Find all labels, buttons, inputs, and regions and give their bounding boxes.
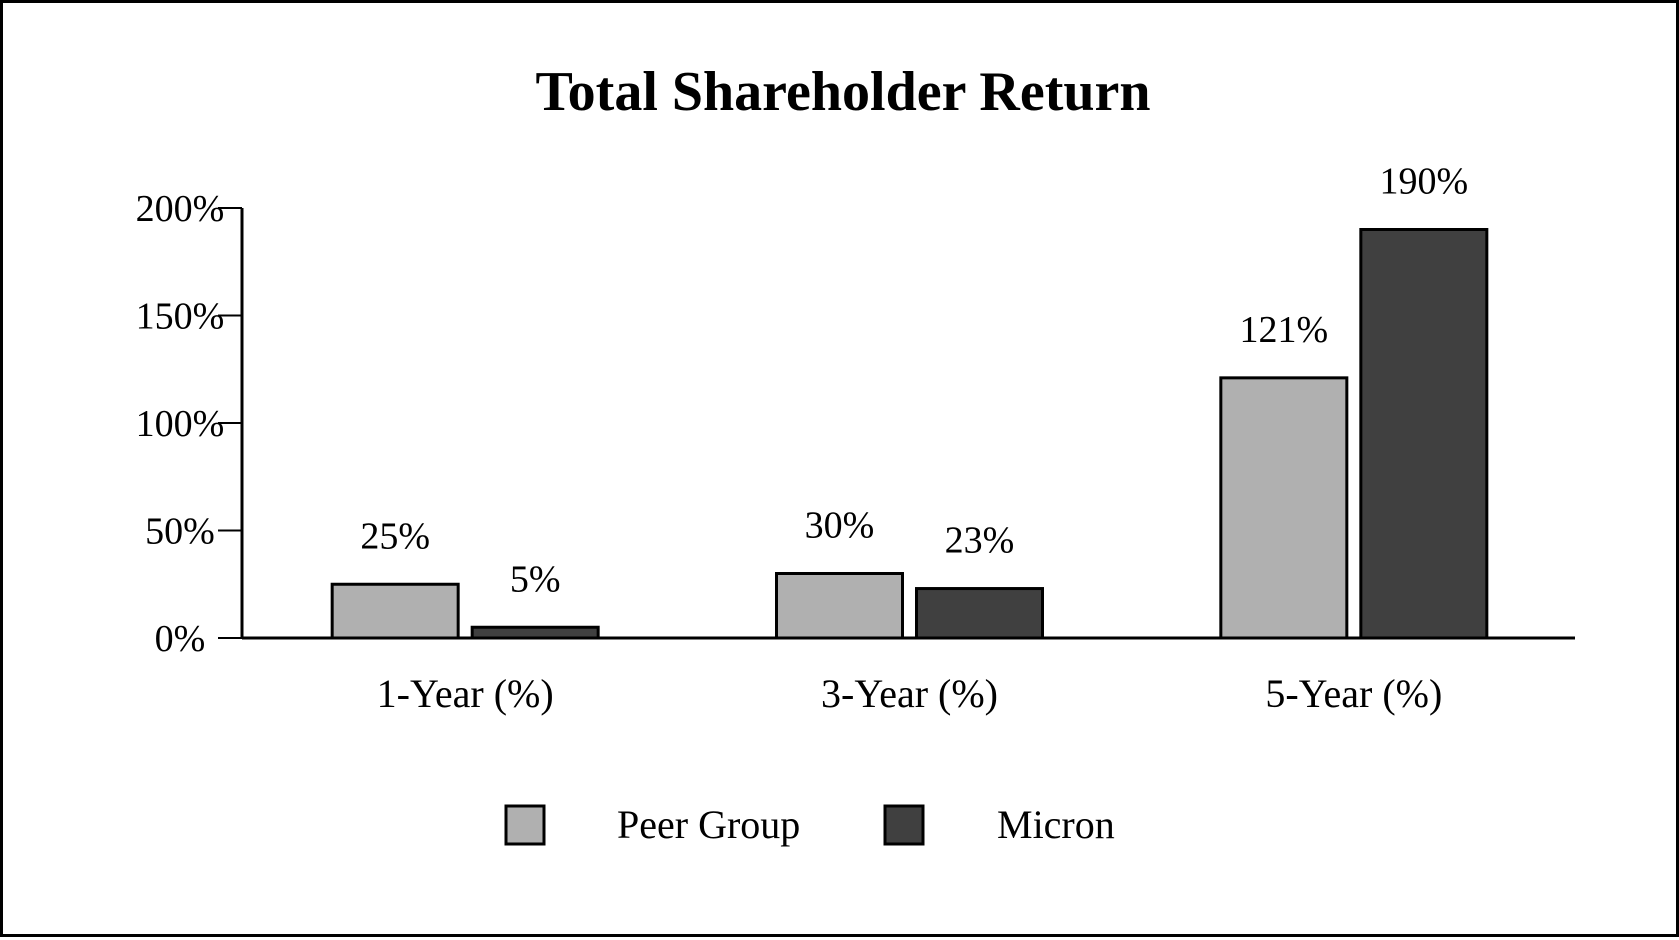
y-tick-label: 150% <box>136 296 225 338</box>
legend-swatch-micron <box>883 804 925 846</box>
y-axis: 0% 50% 100% 150% 200% <box>136 188 244 660</box>
y-tick-label: 50% <box>145 511 215 553</box>
bars <box>330 228 1489 640</box>
data-label: 23% <box>945 520 1015 562</box>
x-category-label: 3-Year (%) <box>821 671 998 716</box>
data-label: 25% <box>360 515 430 557</box>
data-label: 121% <box>1240 309 1329 351</box>
bar-micron-2 <box>915 587 1044 640</box>
data-label: 30% <box>805 505 875 547</box>
bar-peer-group-1 <box>330 582 460 640</box>
x-category-label: 1-Year (%) <box>377 671 554 716</box>
data-label: 5% <box>510 558 561 600</box>
legend-swatch-peer-group <box>504 804 546 846</box>
bar-peer-group-3 <box>1219 376 1349 640</box>
y-tick-label: 100% <box>136 403 225 445</box>
x-axis: 1-Year (%) 3-Year (%) 5-Year (%) <box>242 636 1575 716</box>
legend-label: Micron <box>997 802 1115 847</box>
chart-svg: Total Shareholder Return 0% 50% 100% 150% 20… <box>136 61 1575 847</box>
bar-micron-1 <box>470 625 600 640</box>
x-category-label: 5-Year (%) <box>1265 671 1442 716</box>
y-tick-label: 200% <box>136 188 225 230</box>
legend: Peer Group Micron <box>504 802 1115 847</box>
y-tick-label: 0% <box>155 618 206 660</box>
bar-peer-group-2 <box>775 572 904 640</box>
bar-micron-3 <box>1359 228 1489 640</box>
legend-label: Peer Group <box>617 802 800 847</box>
data-labels: 25% 5% 30% 23% 121% 190% <box>360 161 1468 601</box>
chart-title: Total Shareholder Return <box>535 61 1150 123</box>
data-label: 190% <box>1380 161 1469 203</box>
